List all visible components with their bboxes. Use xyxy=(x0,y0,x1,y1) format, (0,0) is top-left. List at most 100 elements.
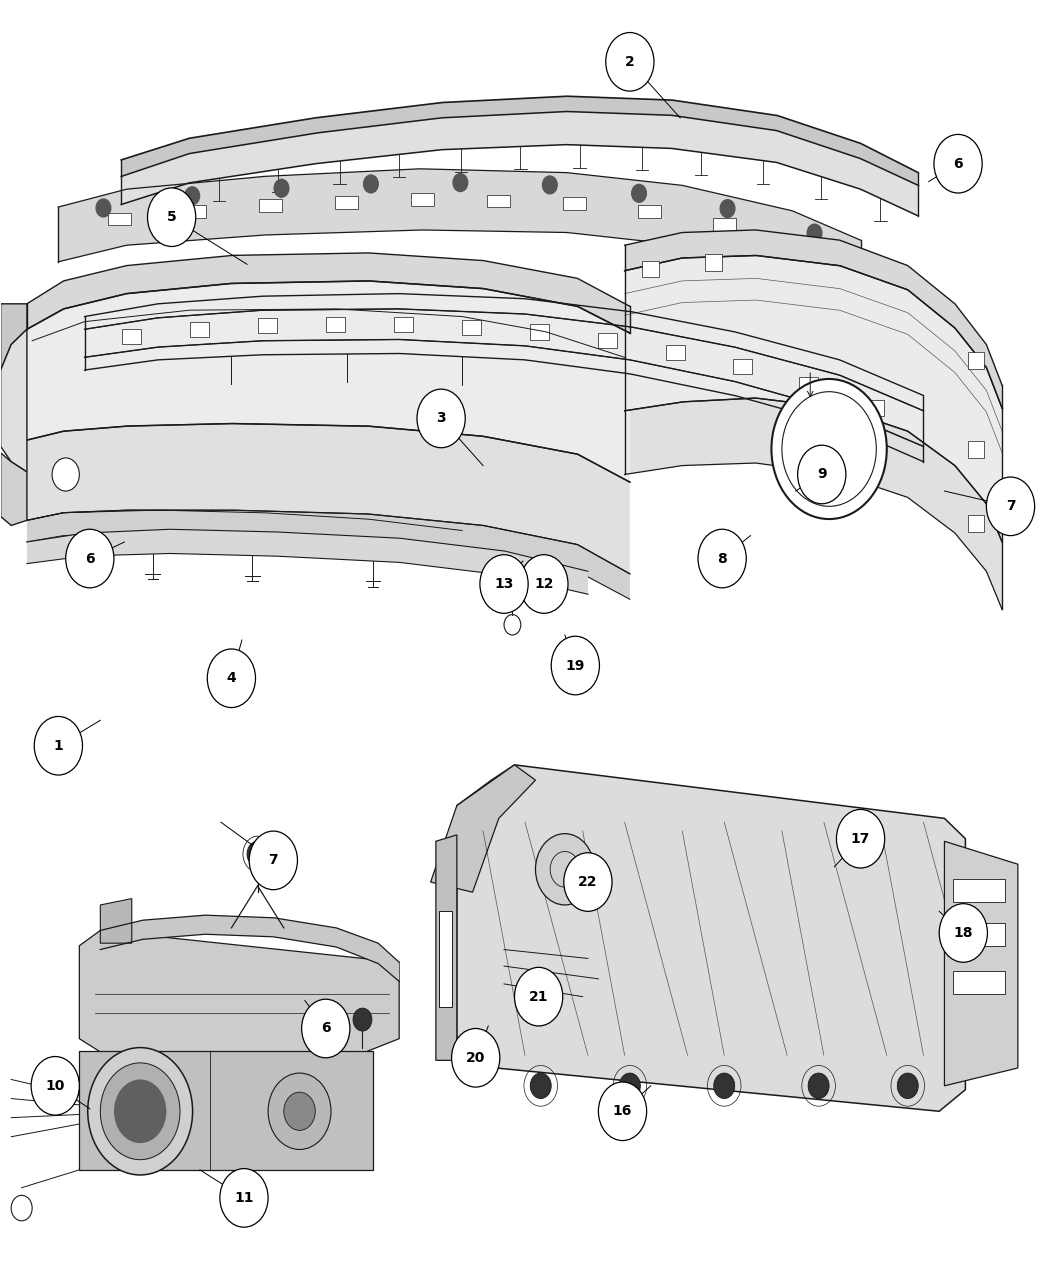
Circle shape xyxy=(772,379,887,519)
Circle shape xyxy=(933,134,982,193)
Text: 4: 4 xyxy=(227,671,236,685)
Circle shape xyxy=(268,1074,331,1150)
Bar xyxy=(952,880,1005,903)
Polygon shape xyxy=(80,1052,373,1170)
Bar xyxy=(487,195,510,208)
Polygon shape xyxy=(27,529,588,594)
Circle shape xyxy=(207,649,255,708)
Bar xyxy=(258,317,277,333)
Circle shape xyxy=(698,529,747,588)
Bar xyxy=(799,377,818,393)
Circle shape xyxy=(274,180,289,198)
Circle shape xyxy=(598,1082,647,1141)
Text: 8: 8 xyxy=(717,552,727,566)
Text: 6: 6 xyxy=(953,157,963,171)
Circle shape xyxy=(536,834,594,905)
Circle shape xyxy=(185,187,200,205)
Circle shape xyxy=(714,1074,735,1099)
Circle shape xyxy=(32,1057,80,1116)
Circle shape xyxy=(986,477,1034,536)
Bar xyxy=(122,329,141,344)
Circle shape xyxy=(147,187,195,246)
Polygon shape xyxy=(85,309,923,446)
Polygon shape xyxy=(27,252,630,333)
Text: 16: 16 xyxy=(613,1104,632,1118)
Polygon shape xyxy=(625,230,1002,408)
Text: 10: 10 xyxy=(45,1079,65,1093)
Polygon shape xyxy=(436,835,457,1061)
Text: 7: 7 xyxy=(269,853,278,867)
Polygon shape xyxy=(1,329,27,472)
Bar xyxy=(394,316,413,332)
Circle shape xyxy=(480,555,528,613)
Bar xyxy=(967,515,984,532)
Text: 20: 20 xyxy=(466,1051,485,1065)
Bar xyxy=(713,218,736,231)
Bar xyxy=(952,972,1005,995)
Polygon shape xyxy=(430,765,536,892)
Text: 3: 3 xyxy=(437,412,446,426)
Text: 5: 5 xyxy=(167,210,176,224)
Circle shape xyxy=(66,529,114,588)
Circle shape xyxy=(530,1074,551,1099)
Bar xyxy=(259,199,282,212)
Circle shape xyxy=(35,717,83,775)
Polygon shape xyxy=(1,303,27,370)
Polygon shape xyxy=(122,111,919,215)
Circle shape xyxy=(452,1029,500,1088)
Circle shape xyxy=(720,200,735,218)
Circle shape xyxy=(798,445,846,504)
Text: 19: 19 xyxy=(566,658,585,672)
Polygon shape xyxy=(85,339,923,462)
Text: 11: 11 xyxy=(234,1191,254,1205)
Polygon shape xyxy=(625,398,1002,609)
Circle shape xyxy=(837,810,885,868)
Text: 13: 13 xyxy=(495,578,513,592)
Polygon shape xyxy=(101,915,399,982)
Polygon shape xyxy=(101,899,131,944)
Bar xyxy=(563,196,586,209)
Polygon shape xyxy=(27,423,630,574)
Circle shape xyxy=(114,1080,166,1144)
Text: 7: 7 xyxy=(1006,500,1015,514)
Circle shape xyxy=(898,1074,919,1099)
Polygon shape xyxy=(27,280,630,482)
Circle shape xyxy=(417,389,465,448)
Circle shape xyxy=(564,853,612,912)
Bar xyxy=(184,205,207,218)
Polygon shape xyxy=(457,765,965,1112)
Circle shape xyxy=(453,173,467,191)
Text: 1: 1 xyxy=(54,738,63,752)
Bar xyxy=(108,213,131,226)
Bar xyxy=(530,324,549,339)
Polygon shape xyxy=(59,168,861,296)
Circle shape xyxy=(551,636,600,695)
Circle shape xyxy=(97,199,111,217)
Bar xyxy=(598,333,617,348)
Circle shape xyxy=(101,1063,180,1160)
Bar xyxy=(733,360,752,375)
Bar xyxy=(462,320,481,335)
Bar xyxy=(788,236,811,249)
Bar xyxy=(190,323,209,338)
Bar xyxy=(643,260,659,277)
Circle shape xyxy=(606,33,654,91)
Polygon shape xyxy=(122,96,919,185)
Circle shape xyxy=(353,1009,372,1031)
Bar xyxy=(638,205,662,218)
Polygon shape xyxy=(1,453,27,525)
Bar xyxy=(327,317,344,333)
Circle shape xyxy=(301,1000,350,1058)
Circle shape xyxy=(939,904,987,963)
Text: 17: 17 xyxy=(850,831,870,845)
Text: 22: 22 xyxy=(579,875,597,889)
Circle shape xyxy=(249,831,297,890)
Text: 12: 12 xyxy=(534,578,553,592)
Polygon shape xyxy=(80,931,399,1056)
Circle shape xyxy=(520,555,568,613)
Circle shape xyxy=(620,1074,640,1099)
Bar xyxy=(666,346,685,361)
Text: 21: 21 xyxy=(529,989,548,1003)
Circle shape xyxy=(363,175,378,193)
Polygon shape xyxy=(944,842,1017,1086)
